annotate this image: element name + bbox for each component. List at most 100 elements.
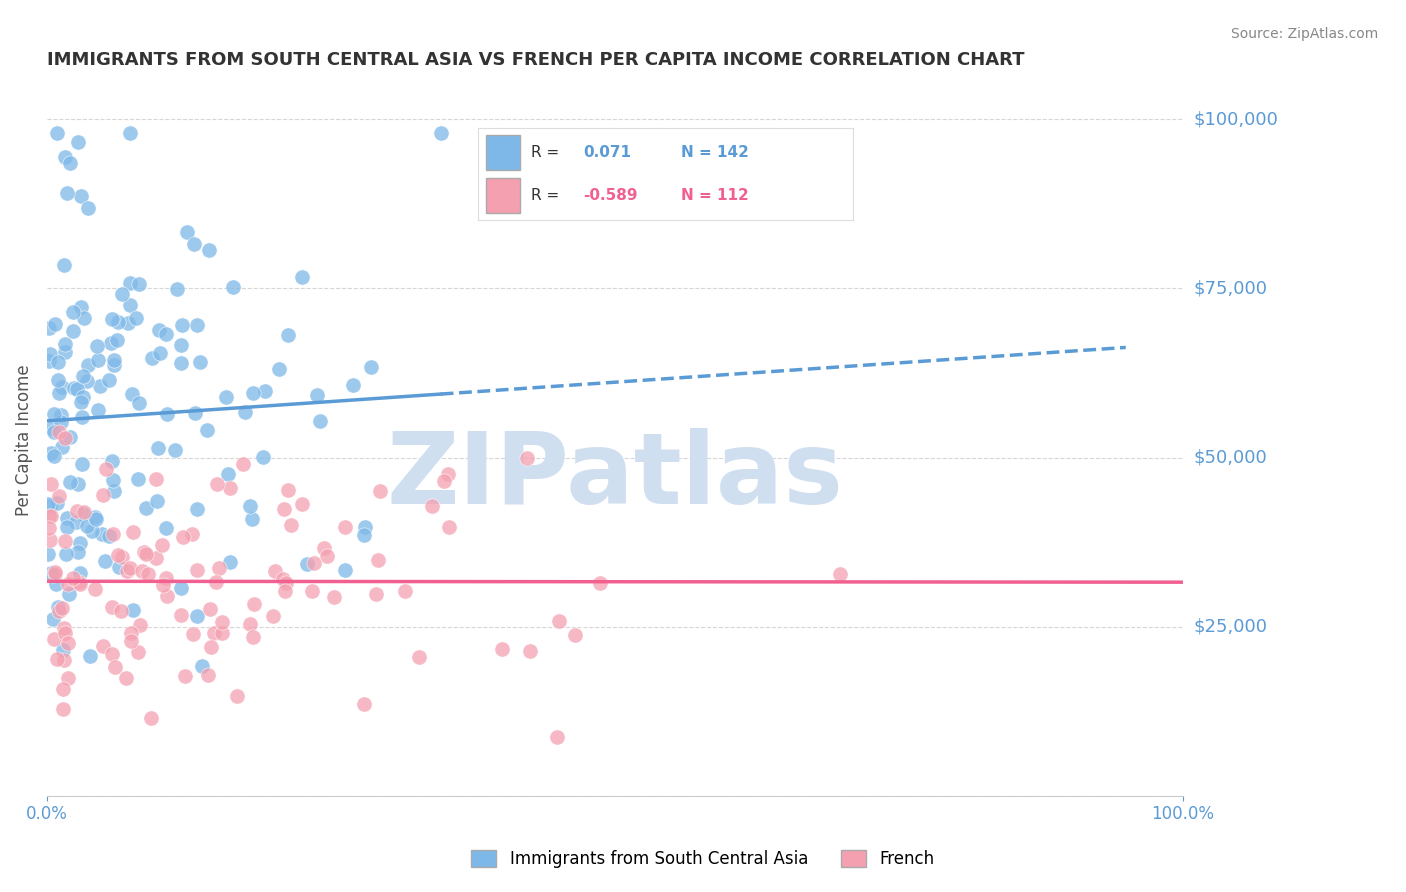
Point [62,324,84,338]
Point [155,521,177,535]
Point [149,346,172,360]
Point [89,379,111,393]
Point [103,483,125,498]
Point [215,390,238,404]
Point [107,559,129,574]
Legend: Immigrants from South Central Asia, French: Immigrants from South Central Asia, Fren… [464,843,942,875]
Point [44,567,66,582]
Point [333,563,356,577]
Point [141,351,163,365]
Point [55,432,77,446]
Point [56,520,79,534]
Point [273,572,295,586]
Point [181,627,204,641]
Point [118,560,141,574]
Point [56,511,79,525]
Point [46,651,69,665]
Point [100,336,122,351]
Point [111,287,134,301]
Point [148,323,170,337]
Point [70,300,93,314]
Point [69,189,91,203]
Point [198,601,221,615]
Point [101,454,124,468]
Point [38,509,60,524]
Point [491,642,513,657]
Point [301,583,323,598]
Point [107,548,129,562]
Point [202,626,225,640]
Point [83,509,105,524]
Point [155,407,177,421]
Point [38,347,60,361]
Point [52,702,75,716]
Point [44,407,66,421]
Point [66,135,89,149]
Point [118,298,141,312]
Point [198,243,221,257]
Point [94,554,117,568]
Point [437,520,460,534]
Point [115,671,138,685]
Point [48,604,70,618]
Point [55,186,77,200]
Point [98,373,121,387]
Point [52,643,75,657]
Point [104,660,127,674]
Point [232,457,254,471]
Point [273,502,295,516]
Point [39,446,62,460]
Point [519,644,541,658]
Point [117,316,139,330]
Point [200,640,222,654]
Point [69,566,91,581]
Point [101,527,124,541]
Point [73,310,96,325]
Point [218,555,240,569]
Point [51,440,73,454]
Point [46,600,69,615]
Point [155,327,177,342]
Point [226,689,249,703]
Point [115,564,138,578]
Point [242,630,264,644]
Point [79,648,101,663]
Point [146,493,169,508]
Text: Source: ZipAtlas.com: Source: ZipAtlas.com [1230,27,1378,41]
Point [205,477,228,491]
Point [53,533,76,548]
Point [42,425,65,440]
Point [172,530,194,544]
Point [80,524,103,538]
Point [135,548,157,562]
Point [316,549,339,563]
Point [163,442,186,457]
Point [55,547,77,561]
Point [42,567,65,582]
Point [48,373,70,387]
Point [166,282,188,296]
Point [39,533,62,548]
Text: $25,000: $25,000 [1194,617,1268,636]
Point [107,315,129,329]
Point [295,557,318,571]
Point [103,358,125,372]
Point [45,577,67,591]
Point [72,369,94,384]
Point [186,609,208,624]
Point [38,320,60,334]
Point [145,551,167,566]
Point [243,597,266,611]
Point [335,520,357,534]
Point [264,564,287,578]
Point [52,653,75,667]
Point [408,649,430,664]
Point [77,359,100,373]
Point [238,499,260,513]
Point [39,477,62,491]
Point [322,591,344,605]
Text: $100,000: $100,000 [1194,111,1278,128]
Point [190,355,212,369]
Point [186,563,208,577]
Point [67,574,90,589]
